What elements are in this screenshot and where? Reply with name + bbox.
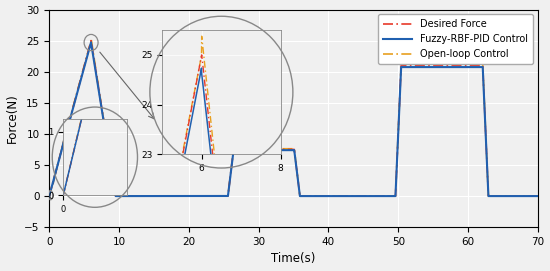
Line: Open-loop Control: Open-loop Control bbox=[49, 38, 538, 196]
Fuzzy-RBF-PID Control bbox=[157, 195, 164, 198]
Open-loop Control bbox=[230, 148, 236, 151]
Fuzzy-RBF-PID Control bbox=[487, 195, 494, 198]
Fuzzy-RBF-PID Control bbox=[160, 195, 167, 198]
Line: Desired Force: Desired Force bbox=[49, 41, 538, 196]
Desired Force bbox=[487, 195, 494, 198]
Fuzzy-RBF-PID Control bbox=[46, 195, 52, 198]
Open-loop Control bbox=[156, 195, 163, 198]
Desired Force bbox=[156, 195, 163, 198]
Open-loop Control bbox=[487, 195, 494, 198]
Desired Force bbox=[535, 195, 541, 198]
Open-loop Control bbox=[123, 195, 130, 198]
Open-loop Control bbox=[535, 195, 541, 198]
Desired Force bbox=[46, 195, 52, 198]
Fuzzy-RBF-PID Control bbox=[156, 195, 163, 198]
X-axis label: Time(s): Time(s) bbox=[271, 253, 316, 265]
Line: Fuzzy-RBF-PID Control: Fuzzy-RBF-PID Control bbox=[49, 42, 538, 196]
Desired Force bbox=[230, 148, 236, 151]
Desired Force bbox=[157, 195, 164, 198]
Y-axis label: Force(N): Force(N) bbox=[6, 93, 19, 143]
Open-loop Control bbox=[160, 195, 167, 198]
Fuzzy-RBF-PID Control bbox=[123, 195, 130, 198]
Fuzzy-RBF-PID Control bbox=[88, 41, 95, 44]
Desired Force bbox=[123, 195, 130, 198]
Desired Force bbox=[88, 39, 95, 42]
Open-loop Control bbox=[88, 37, 95, 40]
Fuzzy-RBF-PID Control bbox=[230, 149, 236, 152]
Fuzzy-RBF-PID Control bbox=[535, 195, 541, 198]
Open-loop Control bbox=[46, 195, 52, 198]
Desired Force bbox=[160, 195, 167, 198]
Open-loop Control bbox=[157, 195, 164, 198]
Legend: Desired Force, Fuzzy-RBF-PID Control, Open-loop Control: Desired Force, Fuzzy-RBF-PID Control, Op… bbox=[378, 14, 533, 64]
